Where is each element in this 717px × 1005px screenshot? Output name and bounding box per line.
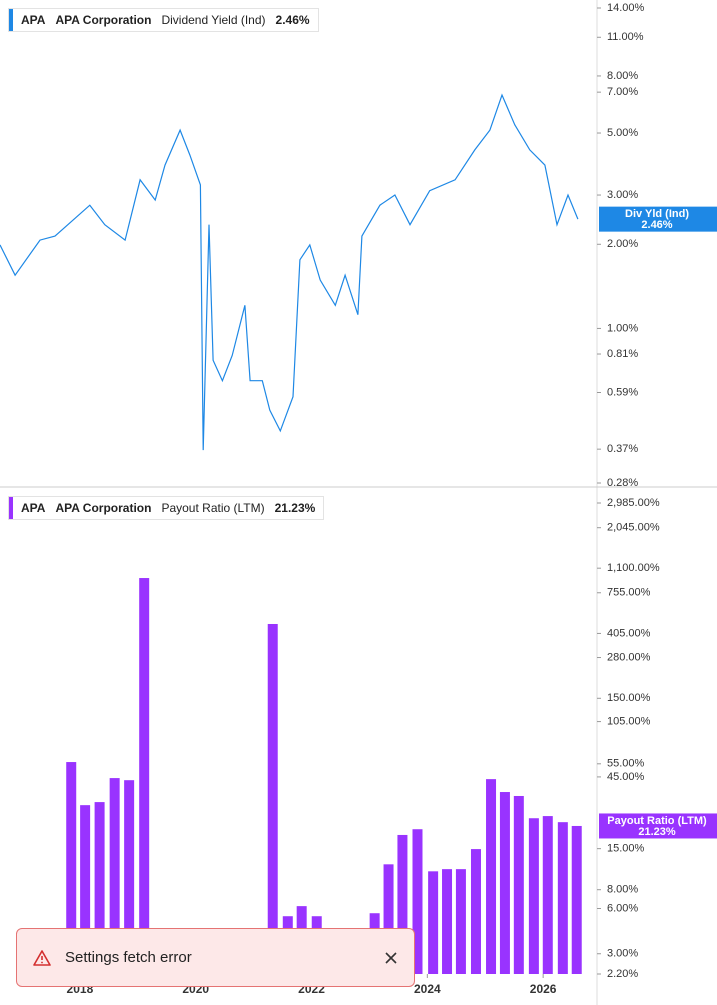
toast-message: Settings fetch error [65,949,192,966]
y-tick-label: 0.28% [607,477,638,489]
y-tick-label: 8.00% [607,70,638,82]
y-tick-label: 2,045.00% [607,522,660,534]
y-tick-label: 2.00% [607,238,638,250]
y-tick-label: 7.00% [607,86,638,98]
ticker: APA [21,501,46,515]
badge-value: 21.23% [638,826,676,838]
y-tick-label: 105.00% [607,715,651,727]
metric-value: 2.46% [275,13,310,27]
bar [80,805,91,974]
y-tick-label: 1,100.00% [607,562,660,574]
bar [513,795,524,974]
bar [94,802,105,974]
bar [442,869,453,974]
company: APA Corporation [55,13,152,27]
y-tick-label: 0.59% [607,386,638,398]
legend-swatch [9,9,13,31]
y-tick-label: 5.00% [607,127,638,139]
badge-name: Div Yld (Ind) [625,208,689,220]
bar [528,818,539,974]
error-toast: Settings fetch error [16,928,415,987]
y-tick-label: 3.00% [607,948,638,960]
ticker: APA [21,13,46,27]
metric: Payout Ratio (LTM) [161,501,265,515]
y-tick-label: 1.00% [607,322,638,334]
bar [557,822,568,974]
last-value-badge [599,813,717,839]
y-tick-label: 280.00% [607,651,651,663]
warning-icon [33,949,51,966]
y-tick-label: 150.00% [607,692,651,704]
bar [486,779,497,974]
y-tick-label: 45.00% [607,771,645,783]
legend: APA APA Corporation Payout Ratio (LTM) 2… [8,496,325,520]
y-tick-label: 11.00% [607,31,644,43]
bar [571,825,582,974]
y-tick-label: 755.00% [607,587,651,599]
y-tick-label: 6.00% [607,902,638,914]
bar [499,792,510,974]
y-tick-label: 405.00% [607,627,651,639]
bar [267,623,278,974]
last-value-badge [599,206,717,232]
badge-value: 2.46% [641,219,672,231]
y-tick-label: 0.81% [607,348,638,360]
y-tick-label: 8.00% [607,884,638,896]
y-tick-label: 3.00% [607,189,638,201]
y-tick-label: 2,985.00% [607,497,660,509]
close-button[interactable] [384,951,398,965]
x-tick-label: 2024 [414,982,441,996]
bar [470,849,481,974]
bar [139,578,150,974]
y-tick-label: 15.00% [607,843,645,855]
y-tick-label: 0.37% [607,443,638,455]
bar [412,829,423,974]
bar [455,869,466,974]
x-tick-label: 2026 [530,982,557,996]
bar [124,780,135,974]
legend: APA APA Corporation Dividend Yield (Ind)… [8,8,319,32]
company: APA Corporation [55,501,152,515]
bar [397,834,408,974]
bar [383,864,394,974]
bar [542,816,553,974]
y-tick-label: 55.00% [607,758,645,770]
y-tick-label: 2.20% [607,968,638,980]
y-tick-label: 14.00% [607,2,645,14]
bar [428,871,439,974]
metric-value: 21.23% [274,501,316,515]
metric: Dividend Yield (Ind) [161,13,266,27]
line [0,93,579,451]
bar [109,778,120,974]
legend-swatch [9,497,13,519]
bar [66,762,77,974]
badge-name: Payout Ratio (LTM) [607,815,707,827]
